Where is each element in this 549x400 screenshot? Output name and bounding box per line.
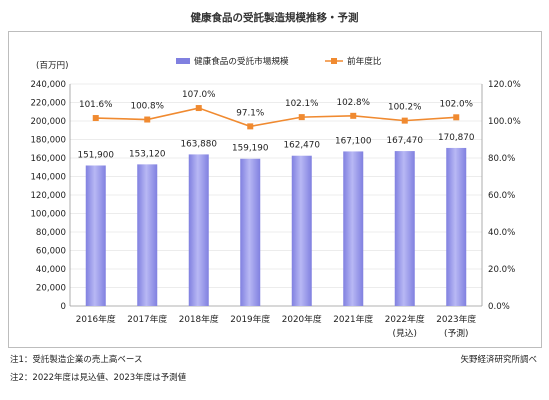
x-tick-label: 2017年度: [127, 313, 167, 325]
y-right-tick-label: 40.0%: [488, 228, 515, 238]
y-left-tick-label: 120,000: [30, 191, 66, 201]
y-left-tick-label: 20,000: [36, 284, 66, 294]
line-point: [92, 115, 99, 122]
legend-bar-label: 健康食品の受託市場規模: [194, 55, 289, 67]
legend-line-label: 前年度比: [347, 55, 382, 67]
y-left-tick-label: 0: [61, 302, 66, 312]
bar: [188, 154, 209, 306]
legend-bar-swatch: [176, 58, 190, 64]
y-left-tick-label: 140,000: [30, 173, 66, 183]
line-value-label: 100.8%: [130, 102, 164, 112]
bar: [85, 165, 106, 306]
x-tick-label: 2020年度: [282, 313, 322, 325]
y-left-unit-label: (百万円): [36, 60, 69, 71]
y-right-tick-label: 20.0%: [488, 265, 515, 275]
y-right-tick-label: 0.0%: [488, 302, 510, 312]
y-left-tick-label: 180,000: [30, 136, 66, 146]
line-value-label: 102.1%: [285, 99, 319, 109]
line-value-label: 107.0%: [182, 90, 216, 100]
bar-value-label: 159,190: [232, 144, 269, 154]
line-value-label: 101.6%: [79, 100, 113, 110]
line-series: [95, 107, 457, 128]
source-credit: 矢野経済研究所調べ: [460, 355, 537, 365]
bar: [291, 155, 312, 306]
line-point: [247, 123, 254, 130]
bar-value-label: 151,900: [78, 150, 115, 160]
x-tick-label: 2018年度: [179, 313, 219, 325]
y-left-tick-label: 160,000: [30, 154, 66, 164]
line-value-label: 102.0%: [439, 99, 473, 109]
bar-value-label: 163,880: [181, 139, 218, 149]
y-left-tick-label: 40,000: [36, 265, 66, 275]
bar-value-label: 162,470: [284, 141, 321, 151]
x-tick-sublabel: (見込): [393, 328, 417, 339]
bar: [343, 151, 364, 306]
y-left-tick-label: 60,000: [36, 247, 66, 257]
y-left-tick-label: 220,000: [30, 99, 66, 109]
note-1: 注1：受託製造企業の売上高ベース: [10, 355, 143, 365]
bar-value-label: 167,100: [335, 136, 372, 146]
line-point: [144, 116, 151, 123]
y-left-tick-label: 200,000: [30, 117, 66, 127]
bar: [394, 151, 415, 306]
line-point: [401, 117, 408, 124]
x-tick-label: 2016年度: [76, 313, 116, 325]
y-left-tick-label: 80,000: [36, 228, 66, 238]
line-point: [453, 114, 460, 121]
y-left-tick-label: 100,000: [30, 210, 66, 220]
y-left-tick-label: 240,000: [30, 80, 66, 90]
line-value-label: 100.2%: [388, 103, 422, 113]
line-point: [350, 112, 357, 119]
line-value-label: 97.1%: [236, 108, 264, 118]
bar: [446, 147, 467, 306]
y-right-tick-label: 60.0%: [488, 191, 515, 201]
x-tick-label: 2019年度: [230, 313, 270, 325]
x-tick-label: 2022年度: [385, 313, 425, 325]
legend-line-marker: [331, 58, 337, 64]
note-2: 注2：2022年度は見込値、2023年度は予測値: [10, 373, 187, 383]
bar: [240, 158, 261, 306]
line-value-label: 102.8%: [336, 98, 370, 108]
y-right-tick-label: 120.0%: [488, 80, 521, 90]
y-right-tick-label: 80.0%: [488, 154, 515, 164]
x-tick-label: 2023年度: [436, 313, 476, 325]
line-point: [195, 105, 202, 112]
y-right-tick-label: 100.0%: [488, 117, 521, 127]
x-tick-sublabel: (予測): [444, 327, 468, 339]
bar-value-label: 167,470: [387, 136, 424, 146]
chart-title: 健康食品の受託製造規模推移・予測: [190, 12, 359, 24]
bar-value-label: 170,870: [438, 133, 475, 143]
bar-value-label: 153,120: [129, 149, 166, 159]
bar: [137, 164, 158, 306]
x-tick-label: 2021年度: [333, 313, 373, 325]
line-point: [298, 114, 305, 121]
